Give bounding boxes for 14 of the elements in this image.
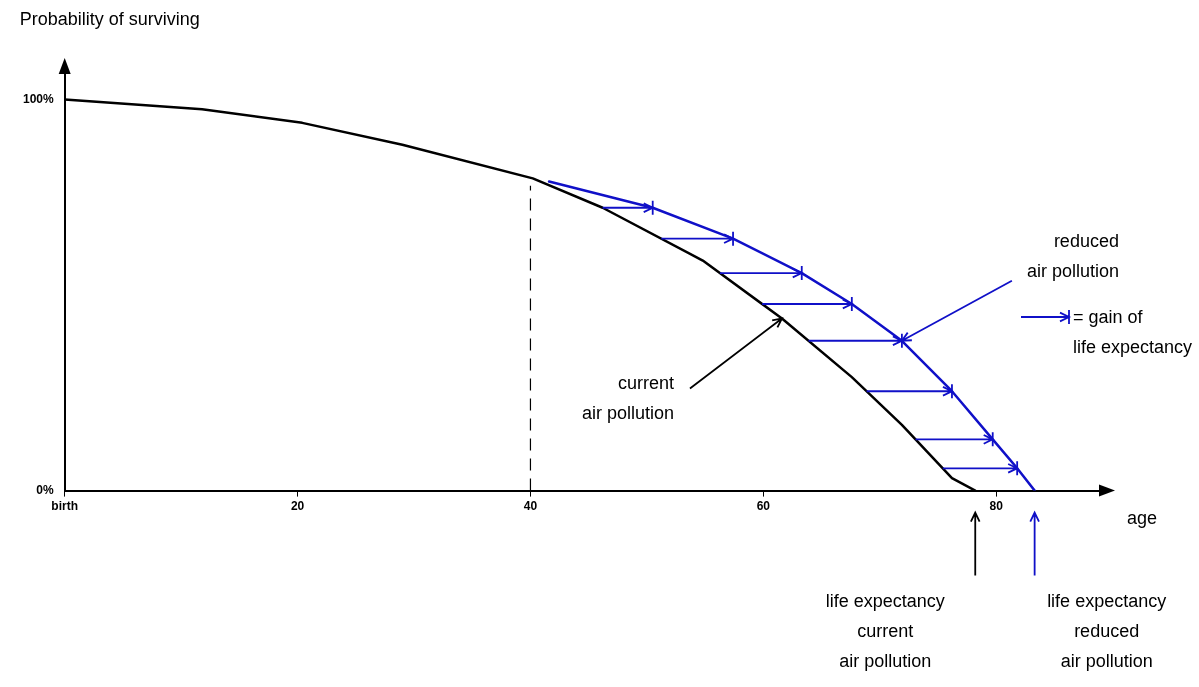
y-tick-label: 100%	[22, 91, 55, 106]
y-axis-title: Probability of surviving	[19, 8, 200, 31]
annotation: = gain of life expectancy	[1073, 306, 1193, 359]
annotation: reduced air pollution	[1026, 229, 1119, 283]
text: life expectancy reduced air pollution	[1047, 589, 1167, 673]
x-tick-label: birth	[51, 499, 79, 514]
x-tick-label: 40	[523, 499, 538, 514]
x-tick-label: 60	[756, 499, 771, 514]
x-tick-label: 20	[290, 499, 305, 514]
annotation: current air pollution	[581, 372, 675, 426]
x-axis-title: age	[1127, 506, 1158, 530]
y-tick-label: 0%	[36, 482, 55, 497]
text: life expectancy current air pollution	[825, 589, 945, 673]
x-tick-label: 80	[989, 499, 1004, 514]
